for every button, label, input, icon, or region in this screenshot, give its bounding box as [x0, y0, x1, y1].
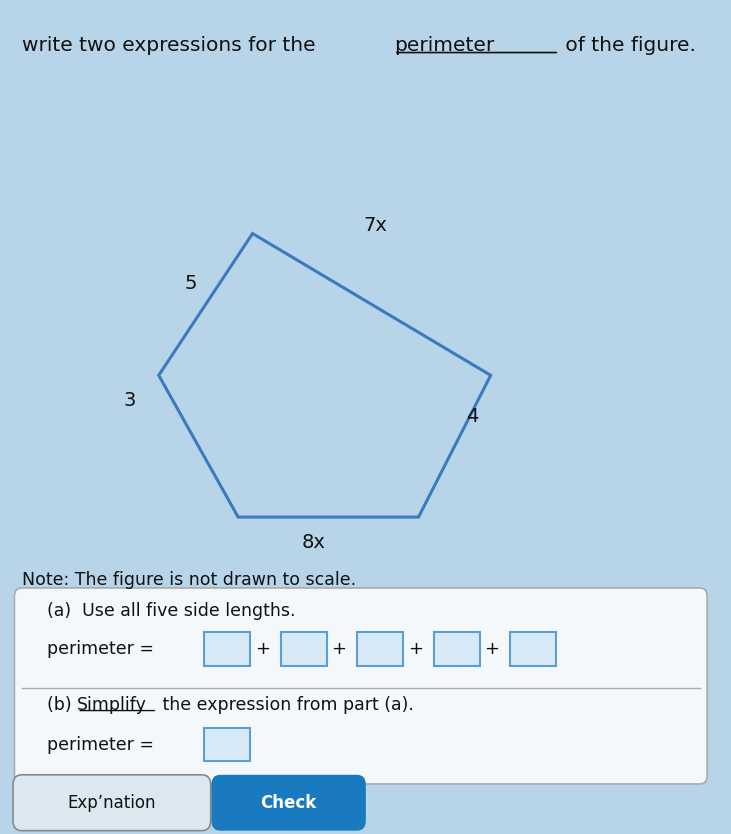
Text: +: + [408, 640, 423, 658]
FancyBboxPatch shape [357, 632, 404, 666]
FancyBboxPatch shape [13, 775, 211, 831]
Text: +: + [254, 640, 270, 658]
Text: of the figure.: of the figure. [559, 37, 696, 55]
Text: write two expressions for the: write two expressions for the [22, 37, 322, 55]
Text: +: + [331, 640, 346, 658]
Text: 4: 4 [466, 408, 479, 426]
FancyBboxPatch shape [204, 728, 251, 761]
Text: 7x: 7x [363, 216, 387, 234]
Text: Simplify: Simplify [77, 696, 147, 714]
Text: Note: The figure is not drawn to scale.: Note: The figure is not drawn to scale. [22, 570, 356, 589]
FancyBboxPatch shape [433, 632, 480, 666]
Text: 3: 3 [124, 391, 136, 409]
FancyBboxPatch shape [204, 632, 251, 666]
FancyBboxPatch shape [510, 632, 556, 666]
Text: perimeter: perimeter [394, 37, 494, 55]
Text: Exp’nation: Exp’nation [67, 794, 156, 812]
Text: perimeter =: perimeter = [47, 736, 159, 754]
FancyBboxPatch shape [211, 775, 366, 831]
Text: (b): (b) [47, 696, 83, 714]
Text: 8x: 8x [302, 533, 326, 551]
Text: perimeter =: perimeter = [47, 640, 159, 658]
Text: Check: Check [260, 794, 317, 812]
Text: the expression from part (a).: the expression from part (a). [157, 696, 414, 714]
Text: 5: 5 [185, 274, 197, 293]
Text: +: + [484, 640, 499, 658]
Text: (a)  Use all five side lengths.: (a) Use all five side lengths. [47, 602, 295, 620]
FancyBboxPatch shape [15, 588, 707, 784]
FancyBboxPatch shape [281, 632, 327, 666]
